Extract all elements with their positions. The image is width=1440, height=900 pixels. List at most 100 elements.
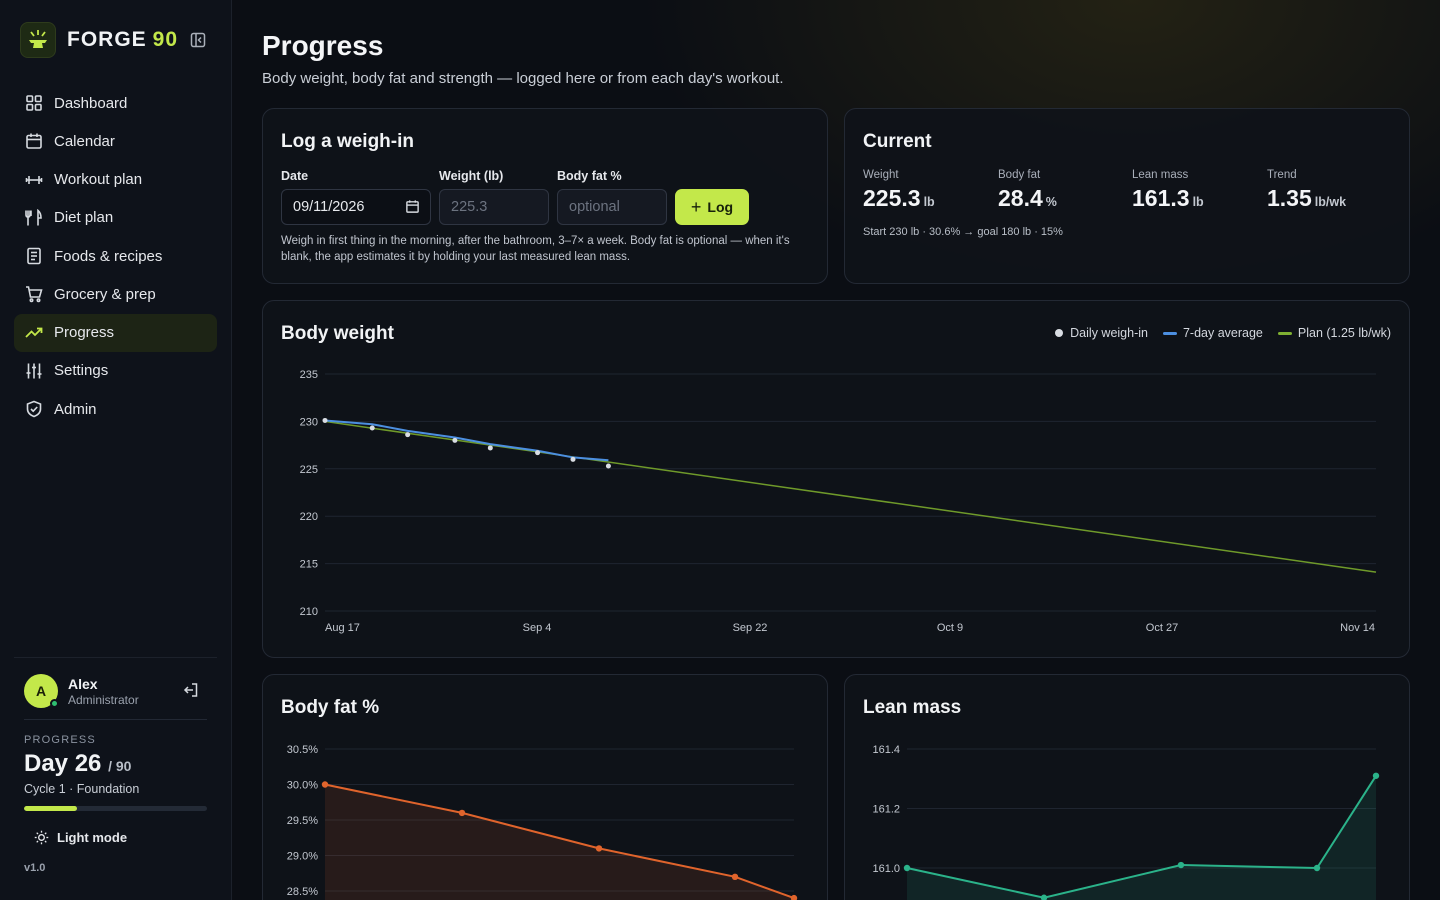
legend-swatch [1055,329,1064,337]
collapse-sidebar-icon[interactable] [188,30,208,50]
data-point [321,781,329,788]
grid-icon [24,93,44,113]
stat-unit: % [1045,195,1057,209]
stat-label: Weight [863,169,899,181]
stat-unit: lb [923,195,935,209]
x-tick-label: Nov 14 [1340,622,1375,634]
weigh-in-help-text: Weigh in first thing in the morning, aft… [281,235,790,263]
current-card: Current Weight 225.3 lb Body fat 28.4% Le… [844,108,1410,284]
daily-weigh-in-point [487,445,493,451]
user-profile[interactable]: A Alex Administrator [24,674,207,708]
area-fill [907,775,1376,900]
y-tick-label: 161.4 [872,744,900,756]
sidebar-item-workout-plan[interactable]: Workout plan [14,161,217,199]
x-tick-label: Sep 4 [523,622,552,634]
seven-day-average-line [324,419,609,462]
sidebar-item-diet-plan[interactable]: Diet plan [14,199,217,237]
book-icon [24,246,44,266]
data-point [1372,772,1380,779]
sidebar-item-dashboard[interactable]: Dashboard [14,84,217,122]
sidebar-item-settings[interactable]: Settings [14,352,217,390]
sliders-icon [24,361,44,381]
calendar-picker-icon[interactable] [405,199,420,218]
sidebar-footer: A Alex Administrator PROGRESS Day 26 / 9… [14,657,217,874]
avatar: A [24,674,59,708]
legend-swatch [1162,331,1177,335]
x-tick-label: Aug 17 [325,622,360,634]
y-tick-label: 225 [300,464,318,476]
current-title: Current [863,131,932,152]
page-subtitle: Body weight, body fat and strength — log… [262,70,784,87]
sidebar-item-label: Calendar [54,132,115,150]
log-button[interactable]: + Log [675,189,749,225]
cart-icon [24,284,44,304]
y-tick-label: 29.5% [287,815,318,827]
lean-mass-card: Lean mass 161.4 161.2 161.0 [844,674,1410,900]
stat-value: 225.3 [863,185,921,211]
legend-item-plan[interactable]: Plan (1.25 lb/wk) [1277,326,1391,340]
x-tick-label: Sep 22 [733,622,768,634]
chart-legend: Daily weigh-in 7-day average Plan (1.25 … [1040,326,1391,340]
weight-input[interactable]: 225.3 [439,189,549,225]
calendar-icon [24,131,44,151]
sidebar-item-grocery-prep[interactable]: Grocery & prep [14,275,217,313]
progress-label: PROGRESS [24,734,96,746]
sidebar-item-label: Foods & recipes [54,247,163,265]
sidebar-item-label: Dashboard [54,94,128,112]
stat-label: Trend [1267,169,1297,181]
data-point [595,845,603,852]
data-point [790,894,798,900]
sidebar-item-admin[interactable]: Admin [14,390,217,428]
stat-lean-mass: Lean mass 161.3 lb [1132,169,1204,212]
bodyfat-label: Body fat % [557,169,622,183]
legend-item-average[interactable]: 7-day average [1162,326,1263,340]
sidebar-item-foods-recipes[interactable]: Foods & recipes [14,237,217,275]
chart-title: Lean mass [863,697,962,718]
body-fat-card: Body fat % 30.5% 30.0% 29.5% 29.0% 28.5% [262,674,828,900]
anvil-logo-icon [20,22,56,58]
stat-body-fat: Body fat 28.4% [998,169,1057,212]
y-tick-label: 220 [300,511,318,523]
y-tick-label: 215 [300,559,318,571]
y-tick-label: 230 [300,416,318,428]
weigh-in-title: Log a weigh-in [281,131,414,152]
body-fat-chart: 30.5% 30.0% 29.5% 29.0% 28.5% [287,744,798,900]
sidebar-item-label: Diet plan [54,209,114,227]
data-point [731,873,739,880]
daily-weigh-in-point [605,463,611,469]
light-mode-toggle[interactable]: Light mode [34,830,127,845]
daily-weigh-in-point [570,456,576,462]
start-goal-summary: Start 230 lb · 30.6% → goal 180 lb · 15% [863,226,1063,238]
sidebar-item-label: Settings [54,362,109,380]
date-input[interactable]: 09/11/2026 [281,189,431,225]
trending-up-icon [24,323,44,343]
y-tick-label: 29.0% [287,851,318,863]
stat-unit: lb [1192,195,1204,209]
legend-item-daily[interactable]: Daily weigh-in [1055,326,1148,340]
bodyfat-placeholder: optional [569,199,620,215]
sidebar-item-progress[interactable]: Progress [14,313,217,352]
body-weight-chart: 235 230 225 220 215 210 Aug 17 Sep 4 Sep 22 Oct 9… [300,369,1377,634]
y-tick-label: 161.0 [872,863,900,875]
bodyfat-input[interactable]: optional [557,189,667,225]
weight-placeholder: 225.3 [451,199,488,215]
legend-swatch [1277,331,1292,335]
date-value: 09/11/2026 [293,199,365,215]
stat-value: 28.4 [998,185,1043,211]
logout-icon[interactable] [183,682,199,703]
data-point [1040,894,1048,900]
app-version: v1.0 [24,862,46,874]
data-point [458,809,466,817]
sidebar-item-calendar[interactable]: Calendar [14,122,217,160]
sidebar-item-label: Admin [54,400,97,418]
weight-label: Weight (lb) [439,169,504,183]
sidebar-item-label: Grocery & prep [54,285,156,303]
shield-icon [24,399,44,419]
page-title: Progress [262,30,384,61]
sun-icon [34,830,49,845]
daily-weigh-in-point [535,450,541,456]
progress-day: Day 26 / 90 [24,750,132,777]
legend-label: Plan (1.25 lb/wk) [1297,326,1391,340]
brand[interactable]: FORGE 90 [20,22,178,58]
area-fill [325,784,794,900]
